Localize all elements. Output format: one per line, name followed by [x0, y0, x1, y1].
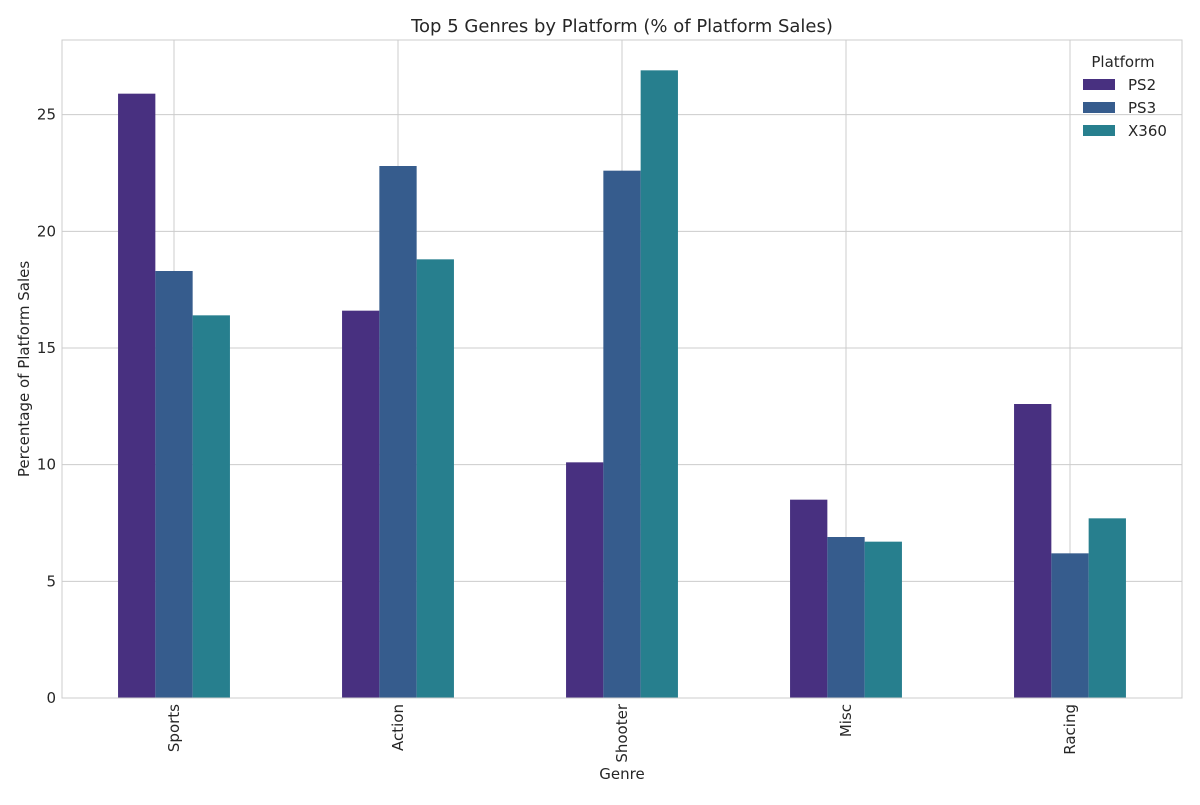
bar-ps3-sports	[155, 271, 193, 698]
bar-ps2-action	[342, 310, 380, 698]
plot-frame	[61, 39, 1183, 699]
y-tick-label: 15	[37, 339, 56, 357]
legend-swatch	[1083, 79, 1115, 90]
legend-swatch	[1083, 102, 1115, 113]
bar-ps3-action	[379, 166, 417, 698]
y-tick-label: 5	[46, 572, 56, 590]
bar-ps3-misc	[827, 537, 865, 698]
legend-label: X360	[1128, 122, 1167, 140]
bar-ps2-shooter	[566, 462, 604, 698]
y-axis-ticks: 0 5 10 15 20 25	[37, 106, 56, 707]
bar-x360-sports	[192, 315, 230, 698]
x-tick-label: Shooter	[613, 703, 631, 762]
y-tick-label: 25	[37, 106, 56, 124]
y-tick-label: 0	[46, 689, 56, 707]
x-axis-ticks: Sports Action Shooter Misc Racing	[165, 703, 1079, 762]
bar-ps3-shooter	[603, 170, 641, 698]
legend-label: PS3	[1128, 99, 1156, 117]
y-tick-label: 20	[37, 222, 56, 240]
x-tick-label: Racing	[1061, 704, 1079, 755]
x-axis-label: Genre	[599, 765, 644, 783]
bar-x360-racing	[1088, 518, 1126, 698]
bar-ps2-racing	[1014, 404, 1052, 698]
y-tick-label: 10	[37, 456, 56, 474]
x-tick-label: Misc	[837, 704, 855, 737]
legend: Platform PS2 PS3 X360	[1083, 53, 1167, 140]
bar-ps3-racing	[1051, 553, 1089, 698]
legend-title: Platform	[1091, 53, 1154, 71]
bar-x360-action	[416, 259, 454, 698]
legend-swatch	[1083, 125, 1115, 136]
y-axis-label: Percentage of Platform Sales	[15, 261, 33, 478]
bar-x360-misc	[864, 541, 902, 698]
legend-label: PS2	[1128, 76, 1156, 94]
x-tick-label: Action	[389, 704, 407, 751]
x-tick-label: Sports	[165, 704, 183, 752]
chart-title: Top 5 Genres by Platform (% of Platform …	[410, 16, 833, 37]
bar-ps2-misc	[790, 499, 828, 698]
bar-ps2-sports	[118, 93, 156, 698]
bar-x360-shooter	[640, 70, 678, 699]
bars	[118, 70, 1126, 699]
